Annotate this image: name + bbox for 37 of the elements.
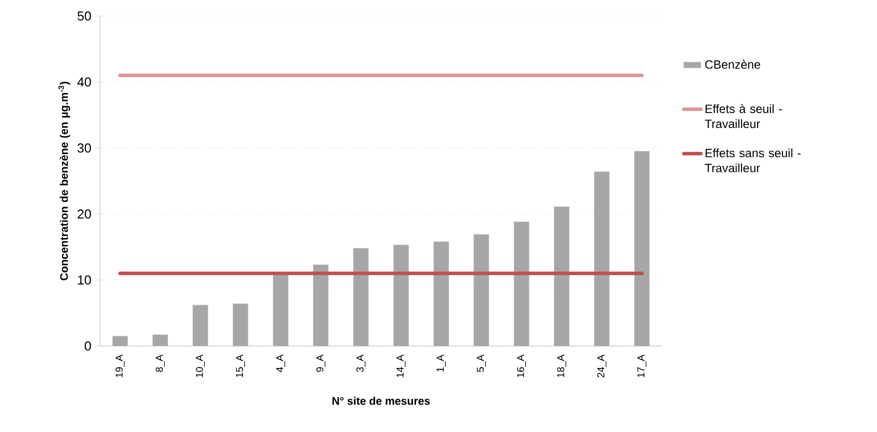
x-tick-label: 8_A — [156, 354, 165, 372]
bar — [514, 222, 530, 346]
y-tick-label: 10 — [78, 275, 91, 285]
bar — [232, 304, 248, 346]
legend-label: CBenzène — [705, 60, 760, 69]
bar — [434, 242, 449, 346]
legend-label: Effets sans seuil - Travailleur — [704, 148, 801, 172]
bar — [474, 234, 490, 346]
bar — [272, 274, 288, 346]
x-tick-label: 15_A — [236, 354, 245, 378]
bar — [152, 334, 168, 346]
bar — [554, 206, 570, 346]
x-tick-label: 16_A — [517, 354, 526, 378]
x-tick-label: 1_A — [436, 354, 446, 372]
y-tick-label: 0 — [84, 341, 91, 351]
y-tick-label: 20 — [78, 209, 91, 219]
bar — [313, 264, 328, 346]
bar — [594, 172, 610, 346]
y-tick-label: 30 — [78, 143, 91, 153]
bar — [192, 304, 208, 346]
x-tick-label: 3_A — [356, 354, 366, 372]
y-tick-label: 50 — [78, 11, 91, 21]
x-tick-label: 4_A — [276, 354, 286, 372]
y-tick-label: 40 — [77, 77, 91, 87]
y-axis-title: Concentration de benzène (en µg.m$^{-3}$) — [58, 82, 70, 280]
x-tick-label: 5_A — [476, 354, 486, 372]
x-tick-label: 19_A — [116, 354, 125, 378]
x-tick-label: 18_A — [557, 354, 566, 378]
bar — [634, 151, 650, 346]
x-tick-label: 17_A — [637, 354, 646, 378]
legend-label: Effets à seuil - Travailleur — [704, 104, 782, 128]
x-tick-label: 10_A — [196, 354, 205, 378]
bar — [393, 244, 409, 346]
x-axis-title: N° site de mesures — [332, 396, 430, 405]
x-tick-label: 14_A — [396, 354, 406, 378]
x-tick-label: 9_A — [316, 354, 326, 372]
x-tick-label: 24_A — [597, 354, 606, 378]
